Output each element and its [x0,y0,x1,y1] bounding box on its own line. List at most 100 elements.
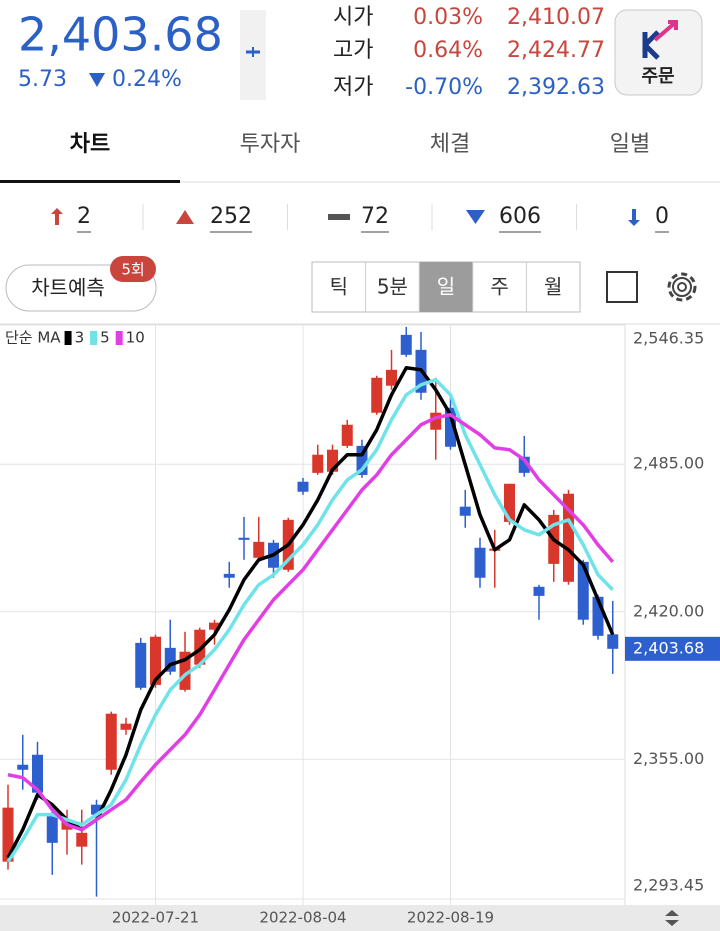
quote-pct: 0.64% [413,38,483,63]
y-tick-label: 2,485.00 [633,454,704,473]
count: 2 [77,204,91,229]
candle-body [356,445,368,475]
candle-body [430,412,442,430]
candle-body [164,647,176,672]
quote-label: 고가 [333,38,373,63]
order-label[interactable]: 주문 [641,66,674,87]
settings[interactable] [667,272,697,302]
candle-body [297,481,309,492]
candle-body [91,804,102,815]
quote-pct: 0.03% [413,5,483,30]
tab[interactable]: 체결 [430,132,470,157]
legend-swatch [64,331,72,345]
quote-value: 2,392.63 [507,75,605,100]
candle-body [386,369,397,386]
period[interactable]: 주 [490,275,508,299]
limit-down-icon [628,209,640,226]
tab-indicator [0,180,180,183]
count: 606 [499,204,541,229]
candle-body [150,636,161,685]
y-tick-label: 2,293.45 [633,876,704,895]
quote-pct: -0.70% [405,75,483,100]
candle-body [46,814,58,843]
candle-body [327,449,338,472]
count: 0 [655,204,669,229]
checkbox[interactable] [606,271,638,303]
period[interactable]: 월 [544,275,562,299]
gear-ring[interactable] [672,277,692,297]
tabs: 차트 투자자 체결 일별 [70,132,650,157]
change-pct: 0.24% [112,67,182,92]
count: 252 [210,204,252,229]
legend-swatch [115,331,123,345]
candle-body [577,561,589,620]
order-button-bg[interactable] [614,9,703,96]
y-tick-label: 2,420.00 [633,601,704,620]
down-icon [466,210,485,224]
legend: 단순 MA 3 5 10 [5,329,145,347]
badge-label: 5회 [121,261,144,279]
candle-body [312,454,324,473]
quote-value: 2,424.77 [507,38,605,63]
period[interactable]: 틱 [330,275,348,299]
flat-icon [328,214,350,220]
limit-up-icon [51,208,63,225]
predict-label[interactable]: 차트예측 [31,276,105,300]
legend-label: 10 [126,329,145,347]
candle-body [371,377,383,413]
order-logo [642,30,660,60]
tab[interactable]: 투자자 [240,132,301,157]
candle-body [238,537,250,540]
candle-body [563,493,574,582]
candle-body [518,456,530,473]
change: 5.73 [18,67,67,92]
count: 72 [361,204,389,229]
down-icon [89,73,105,87]
period-selector: 틱 5분 일 주 월 [311,261,581,313]
period[interactable]: 5분 [377,275,408,299]
price-tag-label: 2,403.68 [633,638,704,657]
ma-line [6,366,615,859]
gear-teeth[interactable] [667,272,697,302]
counts: 2 252 72 606 0 [77,204,669,233]
x-tick-label: 2022-08-19 [407,909,494,927]
tab[interactable]: 차트 [70,132,110,157]
period-selected [419,262,473,312]
tab[interactable]: 일별 [610,132,650,157]
candle-body [341,424,353,446]
quote-label: 시가 [333,5,373,30]
order-logo-arrow [653,20,678,42]
y-tick-label: 2,546.35 [633,329,704,348]
period[interactable]: 일 [437,275,455,299]
quote-label: 저가 [333,75,373,100]
candle-body [445,407,456,447]
candle-body [607,634,619,649]
candle-body [76,832,88,847]
price-tag [625,636,720,661]
gear-hub[interactable] [677,282,687,292]
x-tick-label: 2022-08-04 [259,909,346,927]
legend-title: 단순 MA [5,329,61,347]
candle-body [592,596,604,636]
candle-body [179,651,191,690]
legend-label: 5 [100,329,110,347]
up-icon [176,210,194,224]
ma-line [6,378,614,863]
candle-body [135,642,147,688]
candle-body [105,713,117,770]
candle-body [194,629,206,665]
scroll-icon[interactable] [665,910,679,926]
candle-body [223,573,235,578]
candle-body [533,586,545,596]
candle-body [17,764,29,770]
candle-body [504,483,515,522]
candle-body [32,754,43,793]
y-tick-label: 2,355.00 [633,749,704,768]
candle-body [120,723,132,730]
candle-body [253,541,265,558]
x-axis-bar [0,905,720,931]
legend-label: 3 [75,329,85,347]
legend-swatch [90,331,98,345]
order-button[interactable]: 주문 [614,9,703,96]
